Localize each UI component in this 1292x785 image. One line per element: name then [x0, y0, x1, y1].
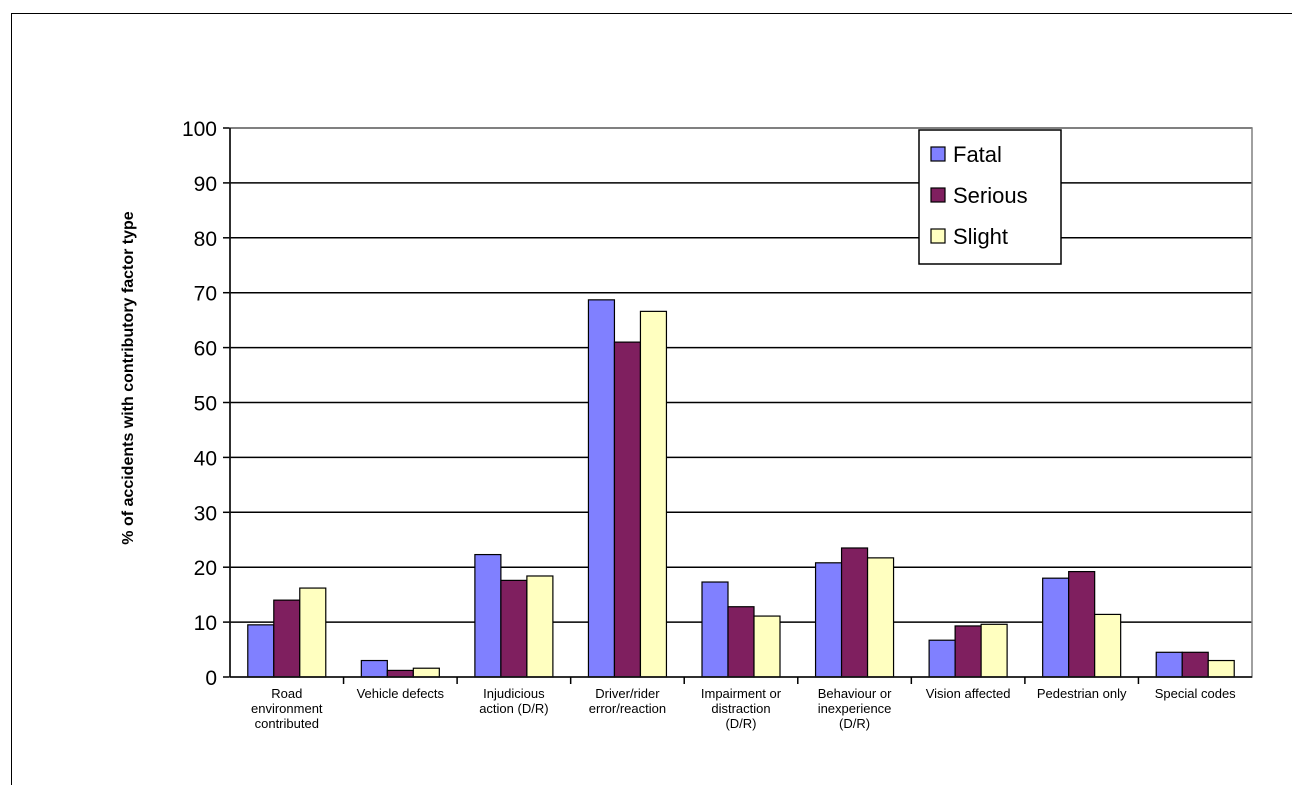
- bar-serious: [954, 625, 982, 678]
- x-category-label-line: contributed: [255, 716, 319, 731]
- x-category-label-line: (D/R): [725, 716, 756, 731]
- bar-serious: [1068, 570, 1096, 678]
- bar-slight: [753, 615, 781, 678]
- legend-label-serious: Serious: [953, 183, 1028, 208]
- bars: [247, 299, 1235, 678]
- bar-slight: [866, 557, 895, 678]
- y-axis-label: % of accidents with contributory factor …: [120, 211, 137, 544]
- axes: [223, 127, 1253, 684]
- bar-fatal: [928, 639, 956, 678]
- legend-swatch-serious: [930, 187, 946, 203]
- y-tick-label: 50: [194, 393, 217, 416]
- bar-serious: [386, 669, 414, 678]
- bar-serious: [840, 547, 869, 678]
- y-tick-label: 20: [194, 557, 217, 580]
- x-category-label-line: Vehicle defects: [357, 686, 445, 701]
- x-category-label-line: Road: [271, 686, 302, 701]
- y-tick-label: 70: [194, 283, 217, 306]
- chart-frame: [11, 13, 1292, 785]
- y-tick-label: 0: [205, 667, 217, 690]
- y-tick-label: 10: [194, 612, 217, 635]
- bar-fatal: [587, 299, 616, 678]
- bar-fatal: [1155, 651, 1183, 678]
- x-category-label-line: inexperience: [818, 701, 892, 716]
- legend-label-fatal: Fatal: [953, 142, 1002, 167]
- x-category-label: Behaviour or inexperience (D/R): [818, 686, 892, 731]
- x-category-label: Road environment contributed: [251, 686, 323, 731]
- x-category-label: Impairment or distraction (D/R): [701, 686, 782, 731]
- bar-serious: [727, 606, 755, 678]
- x-category-label-line: Behaviour or: [818, 686, 892, 701]
- legend-swatch-slight: [930, 228, 946, 244]
- bar-slight: [412, 667, 440, 678]
- x-category-label-line: error/reaction: [589, 701, 666, 716]
- y-tick-labels: 0 10 20 30 40 50 60 70 80 90 100: [182, 118, 217, 690]
- bar-slight: [1094, 613, 1122, 678]
- x-category-label-line: Special codes: [1155, 686, 1236, 701]
- bar-fatal: [247, 624, 275, 678]
- gridlines: [230, 127, 1252, 623]
- x-category-label: Special codes: [1155, 686, 1236, 701]
- x-category-label-line: Impairment or: [701, 686, 782, 701]
- y-tick-label: 30: [194, 502, 217, 525]
- y-tick-label: 100: [182, 118, 217, 141]
- bar-slight: [526, 575, 554, 678]
- bar-slight: [1207, 659, 1235, 678]
- x-category-label-line: distraction: [711, 701, 770, 716]
- legend: Fatal Serious Slight: [918, 129, 1062, 265]
- x-category-label: Driver/rider error/reaction: [589, 686, 666, 716]
- bar-fatal: [701, 581, 729, 678]
- bar-slight: [299, 587, 327, 678]
- bar-fatal: [360, 659, 388, 678]
- y-tick-label: 40: [194, 447, 217, 470]
- x-category-label: Pedestrian only: [1037, 686, 1127, 701]
- x-category-label-line: Vision affected: [926, 686, 1011, 701]
- bar-fatal: [1042, 577, 1070, 678]
- x-category-label: Injudicious action (D/R): [479, 686, 548, 716]
- x-category-labels: Road environment contributed Vehicle defect…: [251, 686, 1236, 731]
- bar-serious: [500, 579, 528, 678]
- x-category-label-line: Driver/rider: [595, 686, 660, 701]
- x-category-label-line: action (D/R): [479, 701, 548, 716]
- x-category-label: Vision affected: [926, 686, 1011, 701]
- bar-slight: [980, 623, 1008, 678]
- y-tick-label: 80: [194, 228, 217, 251]
- bar-fatal: [474, 553, 502, 678]
- x-category-label-line: Pedestrian only: [1037, 686, 1127, 701]
- bar-serious: [1181, 651, 1209, 678]
- x-category-label: Vehicle defects: [357, 686, 445, 701]
- x-category-label-line: (D/R): [839, 716, 870, 731]
- x-category-label-line: Injudicious: [483, 686, 545, 701]
- legend-swatch-fatal: [930, 146, 946, 162]
- bar-slight: [639, 310, 668, 678]
- bar-serious: [613, 341, 642, 678]
- legend-label-slight: Slight: [953, 224, 1008, 249]
- bar-serious: [273, 599, 301, 678]
- y-tick-label: 90: [194, 173, 217, 196]
- bar-fatal: [814, 562, 843, 678]
- y-tick-label: 60: [194, 338, 217, 361]
- x-category-label-line: environment: [251, 701, 323, 716]
